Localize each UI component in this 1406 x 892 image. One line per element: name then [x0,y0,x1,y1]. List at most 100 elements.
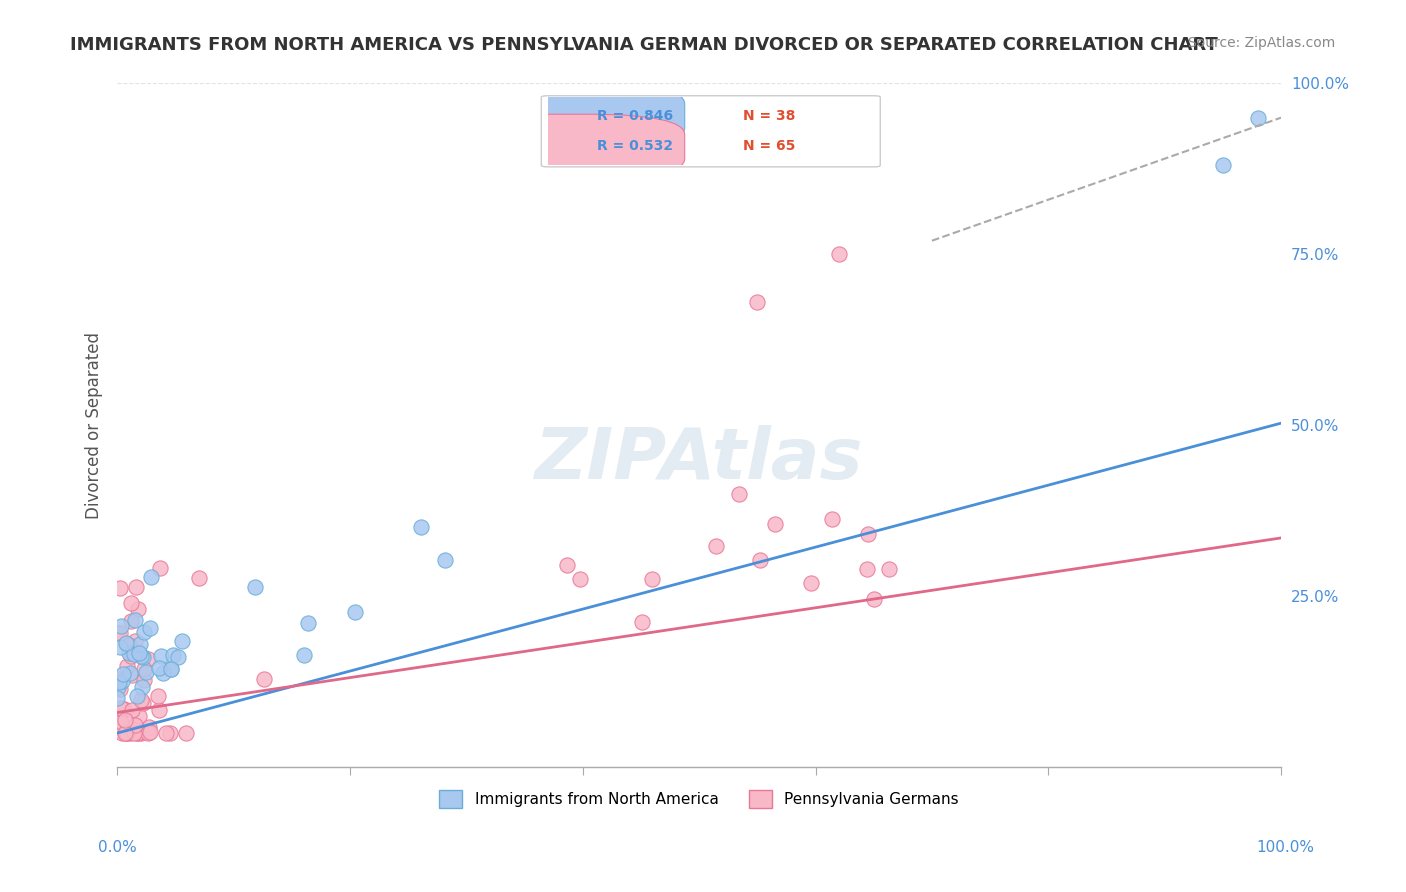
Point [146,690,169,704]
Point [139,570,162,584]
Point [1247,111,1270,125]
Point [863,592,886,607]
Point [120,648,142,663]
Point [115,659,138,673]
Point [131,648,153,663]
Point [138,720,160,734]
Point [112,666,135,681]
Point [152,666,174,681]
Point [763,517,786,532]
Point [127,689,149,703]
Point [114,726,136,740]
Point [125,726,148,740]
Text: ZIPAtlas: ZIPAtlas [534,425,863,494]
Point [828,247,851,261]
Point [139,725,162,739]
Point [569,572,592,586]
Point [243,580,266,594]
Point [124,613,146,627]
Point [297,615,319,630]
Point [124,726,146,740]
Point [127,726,149,740]
Point [172,634,194,648]
Point [162,648,184,662]
Point [128,709,150,723]
Point [434,553,457,567]
Point [292,648,315,662]
Point [728,487,751,501]
Point [122,720,145,734]
Point [132,696,155,710]
Point [115,636,138,650]
Point [127,602,149,616]
Point [118,666,141,681]
Point [108,581,131,595]
Point [129,693,152,707]
Point [167,650,190,665]
Point [120,596,142,610]
Point [111,726,134,740]
Point [134,662,156,676]
Point [110,626,132,640]
Point [118,726,141,740]
Point [118,638,141,652]
Point [129,726,152,740]
Point [704,539,727,553]
Point [107,680,129,694]
Point [159,726,181,740]
Point [641,572,664,586]
Point [107,675,129,690]
Point [124,634,146,648]
Text: 0.0%: 0.0% [98,840,138,855]
Point [132,673,155,687]
Point [121,667,143,681]
Point [135,665,157,679]
Point [125,581,148,595]
Point [747,295,769,310]
Point [110,640,132,654]
Point [118,646,141,660]
Point [159,662,181,676]
Point [115,726,138,740]
Point [174,726,197,740]
Point [555,558,578,573]
Point [631,615,654,629]
Point [136,726,159,740]
Point [105,691,128,706]
Point [149,561,172,575]
Point [111,673,134,688]
Point [121,702,143,716]
Point [122,647,145,661]
Point [108,681,131,696]
Text: Source: ZipAtlas.com: Source: ZipAtlas.com [1188,36,1336,50]
Text: 100.0%: 100.0% [1257,840,1315,855]
Point [856,562,879,576]
Point [409,520,432,534]
Point [1212,159,1234,173]
Point [856,526,879,541]
Point [187,571,209,585]
Point [343,605,366,619]
Point [117,637,139,651]
Point [148,661,170,675]
Legend: Immigrants from North America, Pennsylvania Germans: Immigrants from North America, Pennsylva… [433,783,965,814]
Point [148,703,170,717]
Point [132,650,155,665]
Y-axis label: Divorced or Separated: Divorced or Separated [86,332,103,519]
Point [155,726,177,740]
Point [159,662,181,676]
Point [108,710,131,724]
Point [114,713,136,727]
Point [139,621,162,635]
Point [749,553,772,567]
Point [124,718,146,732]
Point [120,614,142,628]
Point [877,561,900,575]
Point [112,701,135,715]
Point [114,726,136,740]
Point [821,512,844,526]
Point [799,576,821,591]
Point [107,626,129,640]
Point [136,652,159,666]
Point [110,701,132,715]
